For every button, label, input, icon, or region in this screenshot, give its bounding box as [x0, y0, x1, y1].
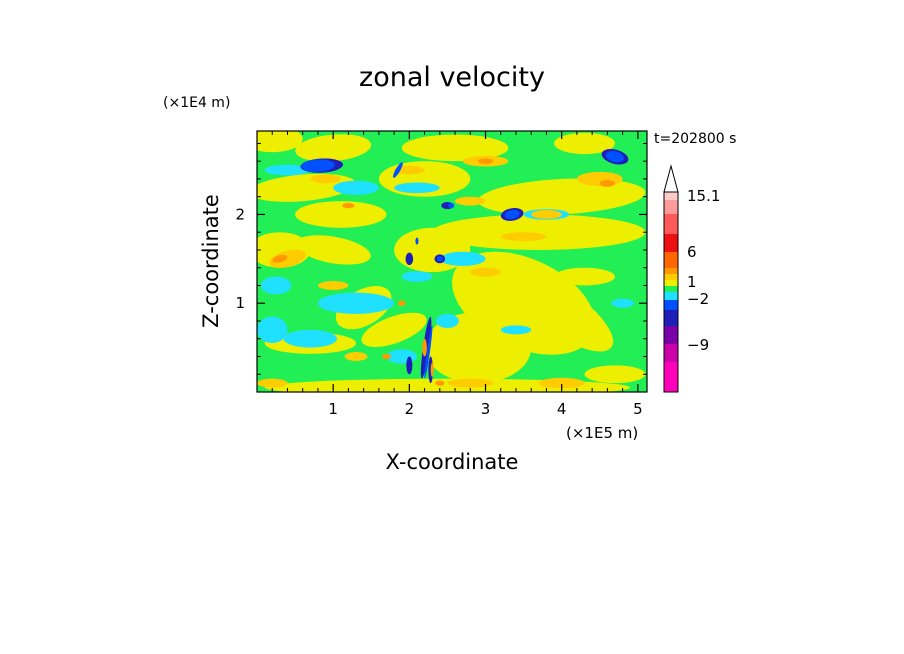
contour-region: [455, 196, 486, 206]
x-axis-label: X-coordinate: [386, 450, 519, 474]
contour-region: [424, 325, 433, 379]
colorbar-segment: [664, 268, 678, 274]
time-label: t=202800 s: [654, 131, 736, 147]
contour-region: [268, 249, 306, 268]
y-multiplier-label: (×1E4 m): [163, 95, 230, 111]
contour-region: [432, 214, 646, 250]
contour-region: [436, 313, 459, 329]
contour-region: [504, 209, 520, 220]
x-axis-ticks: 1 2 3 4 5: [271, 131, 643, 418]
colorbar-segment: [664, 300, 678, 310]
colorbar-segment: [664, 362, 678, 392]
x-tick-label: 5: [633, 400, 643, 418]
contour-region: [317, 292, 395, 314]
contour-region: [301, 159, 335, 172]
contour-region: [295, 201, 387, 228]
colorbar-segment: [664, 292, 678, 300]
y-axis-label: Z-coordinate: [199, 194, 223, 328]
chart-title: zonal velocity: [359, 62, 545, 93]
colorbar-segment: [664, 234, 678, 252]
colorbar-label: −2: [687, 290, 709, 308]
contour-region: [260, 276, 292, 295]
contour-region: [257, 316, 288, 344]
contour-region: [435, 380, 445, 386]
contour-region: [393, 162, 403, 178]
contour-region: [381, 353, 392, 360]
contour-region: [405, 252, 414, 266]
y-axis-ticks: 12: [235, 142, 647, 375]
y-tick-label: 2: [235, 205, 245, 223]
colorbar-segment: [664, 274, 678, 280]
y-tick-label: 1: [235, 294, 245, 312]
x-tick-label: 3: [481, 400, 491, 418]
colorbar-segment: [664, 344, 678, 362]
colorbar-label: 1: [687, 273, 697, 291]
contour-region: [531, 210, 562, 219]
colorbar-segment: [664, 200, 678, 214]
contour-region: [394, 165, 425, 175]
colorbar-segment: [664, 252, 678, 268]
x-tick-label: 4: [557, 400, 567, 418]
contour-region: [342, 202, 355, 209]
contour-region: [333, 180, 379, 195]
colorbar-frame: [663, 191, 679, 393]
plot-frame: [256, 130, 648, 393]
contour-region: [401, 271, 433, 282]
contour-region: [447, 378, 494, 388]
x-tick-label: 1: [328, 400, 338, 418]
colorbar: 15.1 6 1−2 −9: [663, 164, 720, 393]
contour-region: [401, 134, 509, 162]
contour-region: [422, 338, 427, 357]
contour-region: [448, 202, 455, 209]
x-multiplier-label: (×1E5 m): [566, 424, 638, 442]
contour-region: [317, 281, 349, 290]
contour-region: [477, 158, 494, 164]
contour-region: [436, 256, 443, 262]
contour-region: [406, 356, 413, 375]
colorbar-segment: [664, 326, 678, 344]
contour-region: [538, 377, 585, 389]
colorbar-label: 15.1: [687, 187, 720, 205]
plot-area: [257, 131, 647, 392]
contour-region: [439, 251, 486, 266]
contour-region: [500, 232, 547, 242]
colorbar-segment: [664, 280, 678, 286]
contour-region: [257, 378, 288, 388]
contour-region: [257, 131, 303, 153]
contour-region: [310, 174, 341, 184]
contour-region: [599, 179, 616, 187]
contour-region: [576, 171, 623, 187]
colorbar-label: −9: [687, 336, 709, 354]
x-tick-label: 2: [405, 400, 415, 418]
colorbar-label: 6: [687, 243, 697, 261]
contour-region: [295, 235, 371, 265]
contour-region: [344, 352, 368, 361]
contour-region: [283, 329, 337, 348]
contour-region: [272, 254, 288, 263]
colorbar-extend-arrow: [663, 164, 679, 193]
contour-region: [397, 300, 406, 306]
contour-regions: [257, 131, 646, 392]
contour-region: [554, 267, 616, 286]
colorbar-segment: [664, 310, 678, 326]
contour-region: [554, 132, 616, 155]
contour-region: [394, 182, 440, 194]
contour-region: [611, 298, 635, 308]
contour-region: [415, 237, 419, 245]
contour-region: [500, 325, 532, 335]
colorbar-segment: [664, 192, 678, 200]
contour-region: [478, 178, 646, 215]
contour-region: [470, 267, 501, 277]
contour-region: [361, 312, 427, 348]
colorbar-segment: [664, 286, 678, 292]
contour-region: [606, 151, 624, 163]
contour-region: [584, 365, 646, 384]
contour-region: [430, 362, 434, 377]
contour-region: [510, 272, 614, 352]
contour-region: [295, 134, 372, 162]
contour-region: [264, 164, 311, 176]
contour-region: [264, 378, 631, 392]
colorbar-segment: [664, 214, 678, 234]
